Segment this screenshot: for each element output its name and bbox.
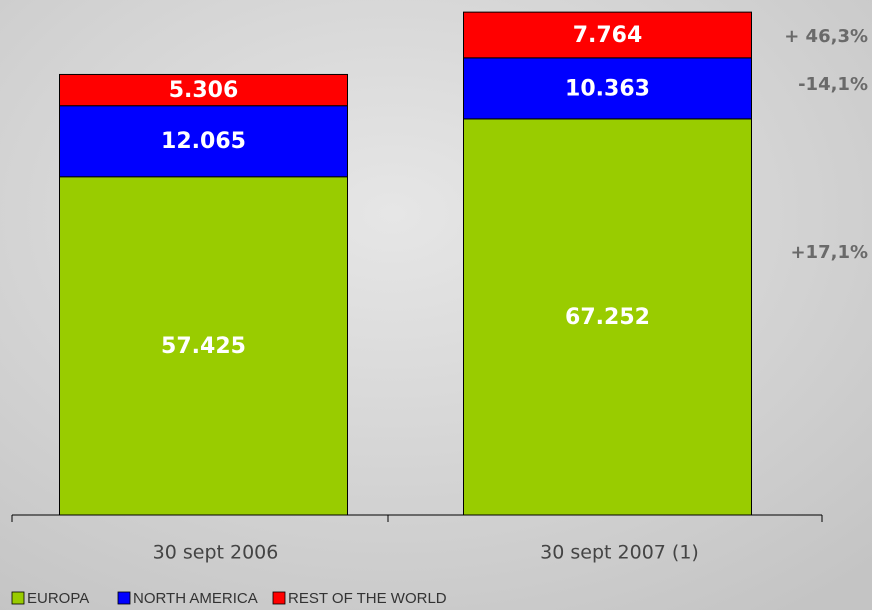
annotation: -14,1% — [798, 74, 868, 95]
legend-label: REST OF THE WORLD — [288, 590, 447, 607]
bar-segment — [59, 105, 348, 178]
bar-segment — [59, 73, 348, 107]
x-tick-label: 30 sept 2006 — [153, 542, 279, 564]
annotation: +17,1% — [790, 242, 868, 263]
data-label: 10.363 — [565, 76, 650, 101]
data-label: 57.425 — [161, 334, 246, 359]
legend-label: EUROPA — [27, 590, 89, 607]
legend-label: NORTH AMERICA — [133, 590, 258, 607]
data-label: 12.065 — [161, 129, 246, 154]
data-label: 7.764 — [573, 23, 643, 48]
legend-swatch — [117, 591, 131, 605]
bar-segment — [463, 11, 752, 59]
bar-segment — [463, 118, 752, 516]
data-label: 5.306 — [169, 78, 239, 103]
data-label: 67.252 — [565, 305, 650, 330]
bar-segment — [463, 57, 752, 120]
legend-swatch — [11, 591, 25, 605]
legend-swatch — [272, 591, 286, 605]
x-tick-label: 30 sept 2007 (1) — [540, 542, 699, 564]
annotation: + 46,3% — [784, 26, 868, 47]
bar-segment — [59, 176, 348, 516]
